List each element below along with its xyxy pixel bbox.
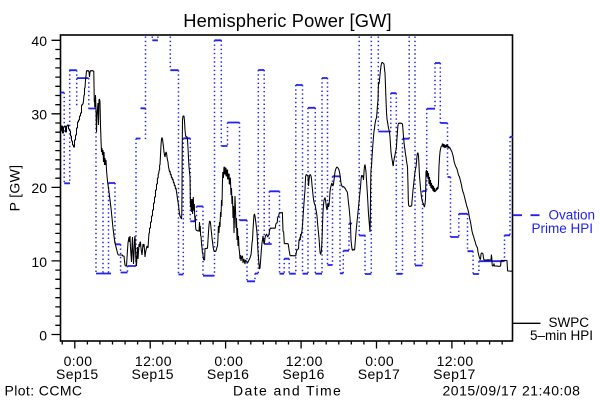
svg-text:12:00: 12:00 (135, 353, 172, 369)
svg-text:5–min HPI: 5–min HPI (530, 328, 593, 343)
svg-text:Plot: CCMC: Plot: CCMC (5, 383, 83, 399)
svg-text:20: 20 (31, 180, 47, 196)
svg-text:Prime HPI: Prime HPI (531, 221, 593, 236)
svg-text:P [GW]: P [GW] (7, 165, 23, 212)
svg-text:Sep17: Sep17 (433, 366, 475, 382)
svg-text:Hemispheric Power [GW]: Hemispheric Power [GW] (183, 10, 392, 31)
svg-text:12:00: 12:00 (437, 353, 474, 369)
svg-text:Sep16: Sep16 (282, 366, 324, 382)
svg-text:Sep16: Sep16 (207, 366, 249, 382)
svg-text:2015/09/17 21:40:08: 2015/09/17 21:40:08 (443, 383, 581, 399)
svg-text:Date and Time: Date and Time (233, 383, 342, 399)
svg-text:10: 10 (31, 254, 47, 270)
svg-text:0:00: 0:00 (64, 353, 93, 369)
svg-text:Ovation: Ovation (548, 208, 595, 223)
svg-text:Sep15: Sep15 (56, 366, 98, 382)
svg-text:SWPC: SWPC (549, 315, 590, 330)
svg-text:0:00: 0:00 (365, 353, 394, 369)
svg-text:40: 40 (31, 33, 47, 49)
svg-text:0:00: 0:00 (214, 353, 243, 369)
svg-text:30: 30 (31, 107, 47, 123)
svg-text:12:00: 12:00 (286, 353, 323, 369)
svg-text:0: 0 (39, 327, 47, 343)
svg-text:Sep17: Sep17 (358, 366, 400, 382)
svg-text:Sep15: Sep15 (131, 366, 173, 382)
